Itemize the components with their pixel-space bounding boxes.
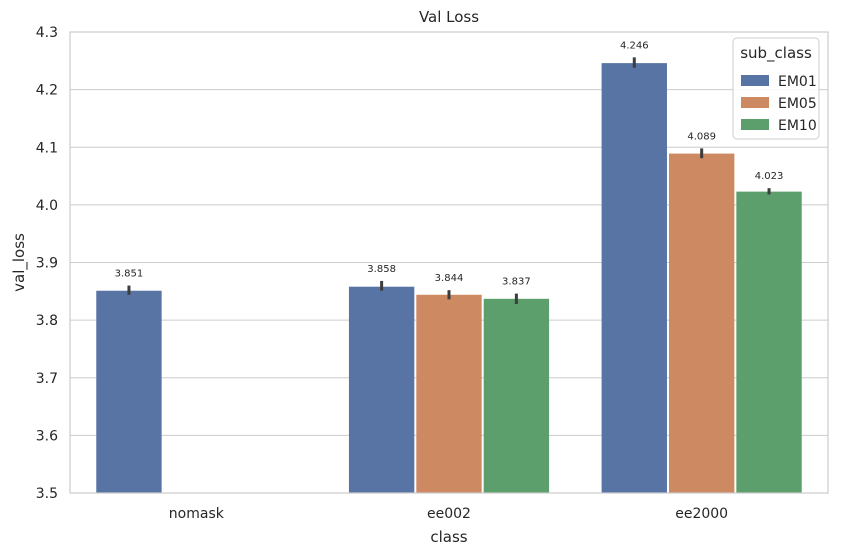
y-tick-label: 4.2 [36,83,58,99]
y-tick-label: 3.6 [36,428,58,444]
x-tick-label: nomask [169,506,225,522]
legend-swatch-em01 [741,75,769,86]
legend-title: sub_class [740,44,812,63]
bar-em05-ee002 [416,294,482,493]
data-label: 3.844 [435,273,464,284]
x-axis-label: class [430,528,467,546]
data-label: 3.851 [115,269,144,280]
bar-em01-nomask [96,290,162,493]
y-axis-label: val_loss [10,233,29,292]
y-tick-label: 3.9 [36,256,58,272]
legend-box [732,37,820,140]
data-label: 4.023 [755,171,784,182]
bar-em01-ee2000 [601,63,667,494]
x-tick-label: ee002 [427,506,471,522]
data-label: 3.858 [367,264,396,275]
data-label: 3.837 [502,277,531,288]
legend-label-em05: EM05 [778,96,817,112]
plot-border [69,31,829,494]
legend-label-em01: EM01 [778,74,817,90]
y-tick-label: 3.8 [36,313,58,329]
data-label: 4.246 [620,40,649,51]
y-tick-label: 3.7 [36,371,58,387]
y-tick-label: 4.0 [36,198,58,214]
legend-label-em10: EM10 [778,118,817,134]
y-tick-label: 3.5 [36,486,58,502]
plot-frame [69,31,829,494]
labels: 3.5 3.6 3.7 3.8 3.9 4.0 4.1 4.2 4.3 3.851 nomask 3.… [36,25,784,522]
legend-items: EM01 EM05 EM10 [741,74,817,134]
bar-em01-ee002 [348,286,415,493]
chart-title: Val Loss [419,8,479,26]
legend-swatch-em05 [741,97,769,108]
legend-swatch-em10 [741,119,769,130]
legend: sub_class EM01 EM05 EM10 [732,37,820,140]
bars [96,57,802,494]
bar-em10-ee2000 [736,191,802,493]
y-tick-label: 4.3 [36,25,58,41]
bar-em05-ee2000 [668,153,735,493]
bar-em10-ee002 [483,298,550,493]
data-label: 4.089 [687,131,716,142]
x-tick-label: ee2000 [675,506,728,522]
y-tick-label: 4.1 [36,140,58,156]
